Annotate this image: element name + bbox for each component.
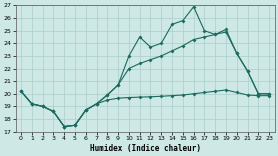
X-axis label: Humidex (Indice chaleur): Humidex (Indice chaleur) bbox=[90, 144, 201, 153]
